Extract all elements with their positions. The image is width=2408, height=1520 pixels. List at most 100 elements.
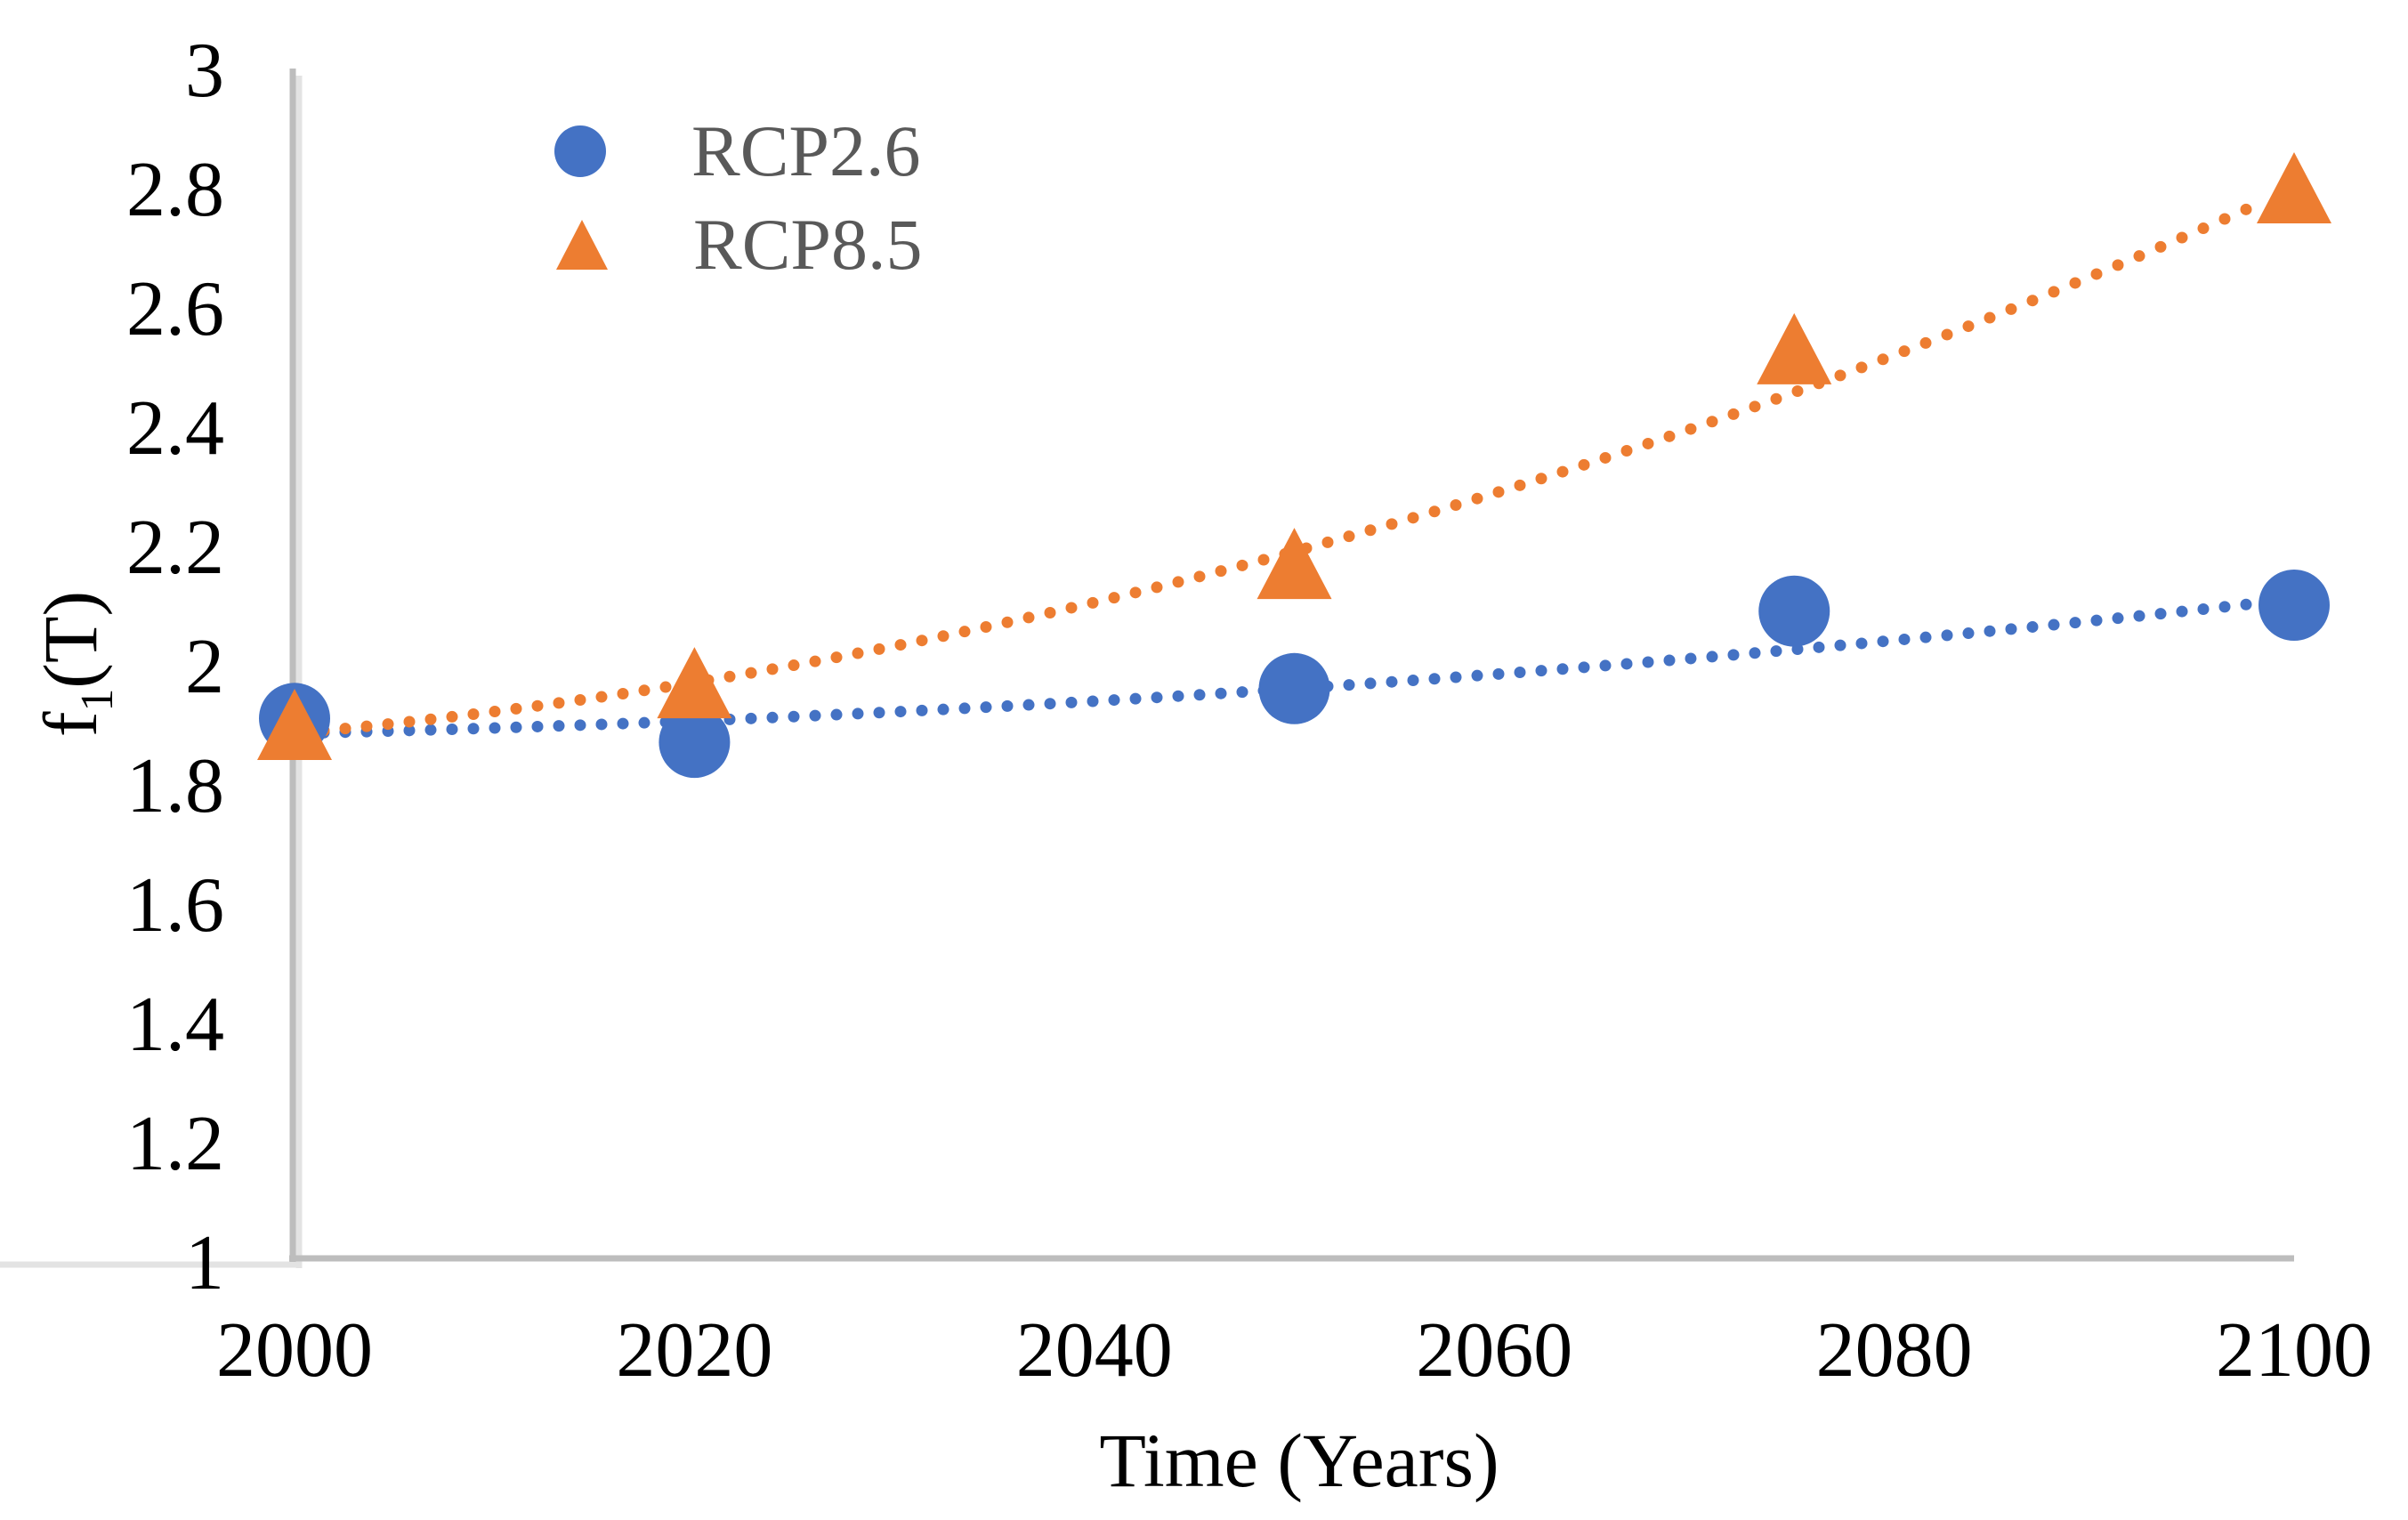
trend-dot bbox=[1172, 690, 1184, 702]
trend-dot bbox=[617, 687, 629, 699]
trend-dot bbox=[830, 651, 843, 664]
trend-dot bbox=[1642, 656, 1654, 668]
trend-dot bbox=[1001, 699, 1014, 712]
trend-dot bbox=[339, 723, 352, 735]
trend-dot bbox=[1450, 499, 1462, 512]
data-point-RCP8.5-2075 bbox=[1757, 312, 1832, 384]
trend-dot bbox=[1001, 616, 1014, 628]
trend-dot bbox=[1706, 651, 1718, 663]
y-axis-title-sub: 1 bbox=[72, 688, 124, 712]
trend-dot bbox=[1129, 586, 1142, 599]
trend-dot bbox=[1898, 345, 1911, 358]
trend-dot bbox=[1215, 565, 1227, 578]
series-markers-rcp85 bbox=[257, 152, 2331, 760]
trend-dot bbox=[980, 701, 992, 714]
trend-dot bbox=[1087, 695, 1099, 707]
trend-dot bbox=[2176, 605, 2188, 618]
trend-dot bbox=[2048, 286, 2060, 298]
trend-dot bbox=[2048, 619, 2060, 631]
trend-dot bbox=[1386, 675, 1398, 688]
trend-dot bbox=[1022, 611, 1035, 624]
trend-dot bbox=[1556, 465, 1569, 478]
trend-dot bbox=[1962, 320, 1975, 333]
trend-dot bbox=[1749, 400, 1761, 413]
trend-dot bbox=[467, 723, 480, 735]
data-point-RCP2.6-2075 bbox=[1758, 575, 1830, 647]
trend-dot bbox=[1727, 408, 1740, 420]
trend-dot bbox=[638, 684, 650, 697]
trend-dot bbox=[958, 702, 971, 715]
trend-dot bbox=[852, 707, 864, 720]
x-tick-label: 2060 bbox=[1416, 1307, 1572, 1394]
data-point-RCP8.5-2000 bbox=[257, 689, 332, 760]
x-tick-label: 2020 bbox=[616, 1307, 772, 1394]
trend-dot bbox=[1578, 458, 1590, 471]
trend-dot bbox=[1578, 661, 1590, 674]
trend-dot bbox=[937, 630, 949, 643]
trend-dot bbox=[1364, 677, 1377, 690]
trend-dot bbox=[531, 720, 544, 732]
trend-dot bbox=[1044, 606, 1056, 619]
trend-dot bbox=[894, 639, 907, 651]
trend-dot bbox=[2154, 240, 2167, 253]
trend-dot bbox=[873, 643, 885, 655]
trend-dot bbox=[553, 697, 565, 709]
trend-dot bbox=[1599, 451, 1612, 464]
trend-dot bbox=[424, 713, 437, 725]
x-axis-title-text: Time (Years) bbox=[1099, 1418, 1499, 1503]
trend-dot bbox=[1364, 524, 1377, 537]
trend-dot bbox=[2069, 617, 2081, 629]
trend-dot bbox=[638, 716, 650, 729]
trend-dot bbox=[1706, 416, 1718, 428]
trend-dot bbox=[360, 720, 373, 732]
x-tick-label: 2000 bbox=[216, 1307, 373, 1394]
trend-dot bbox=[446, 723, 458, 735]
trend-dot bbox=[403, 724, 416, 737]
trend-dot bbox=[1620, 445, 1633, 457]
trend-dot bbox=[2026, 620, 2039, 633]
legend-item-rcp85: RCP8.5 bbox=[556, 198, 923, 291]
y-tick-label: 2.2 bbox=[126, 505, 224, 591]
trend-dot bbox=[1236, 686, 1248, 699]
trend-dot bbox=[1770, 392, 1782, 405]
trend-dot bbox=[595, 718, 608, 731]
trend-dot bbox=[1471, 492, 1483, 505]
trend-dot bbox=[2112, 259, 2124, 271]
trend-dot bbox=[830, 708, 843, 721]
trend-dot bbox=[1172, 576, 1184, 588]
trend-dot bbox=[2005, 623, 2017, 635]
y-tick-label: 2.6 bbox=[126, 266, 224, 352]
trend-dot bbox=[1813, 641, 1825, 653]
trend-dot bbox=[1620, 658, 1633, 670]
trend-dot bbox=[788, 710, 800, 723]
y-tick-label: 1.4 bbox=[126, 982, 224, 1068]
y-axis-title: f1(T) bbox=[23, 441, 123, 886]
trend-dot bbox=[1514, 667, 1526, 679]
y-tick-label: 3 bbox=[185, 28, 224, 114]
trend-dot bbox=[1236, 559, 1248, 571]
trend-dot bbox=[2240, 598, 2252, 610]
series-markers-rcp26 bbox=[259, 570, 2330, 779]
trend-dot bbox=[1941, 629, 1953, 642]
trend-dot bbox=[1535, 473, 1547, 485]
trend-dot bbox=[1151, 691, 1163, 704]
data-point-RCP2.6-2020 bbox=[659, 707, 731, 779]
trend-dot bbox=[1514, 479, 1526, 491]
trend-dot bbox=[446, 710, 458, 723]
trend-dot bbox=[980, 621, 992, 634]
y-tick-label: 1.2 bbox=[126, 1101, 224, 1187]
trend-dot bbox=[766, 711, 779, 724]
trend-dot bbox=[2154, 608, 2167, 620]
trend-dot bbox=[574, 694, 586, 707]
legend-triangle-marker-icon bbox=[556, 220, 608, 270]
trend-dot bbox=[2197, 602, 2210, 615]
x-tick-labels: 2000 2020 2040 2060 2080 2100 bbox=[216, 1307, 2372, 1394]
trend-dot bbox=[873, 707, 885, 719]
trend-dot bbox=[809, 655, 821, 667]
trend-dot bbox=[1834, 639, 1846, 651]
x-tick-label: 2080 bbox=[1816, 1307, 1973, 1394]
trend-dot bbox=[1343, 679, 1355, 691]
y-axis-title-base: f bbox=[28, 711, 113, 738]
trend-dot bbox=[510, 702, 522, 715]
